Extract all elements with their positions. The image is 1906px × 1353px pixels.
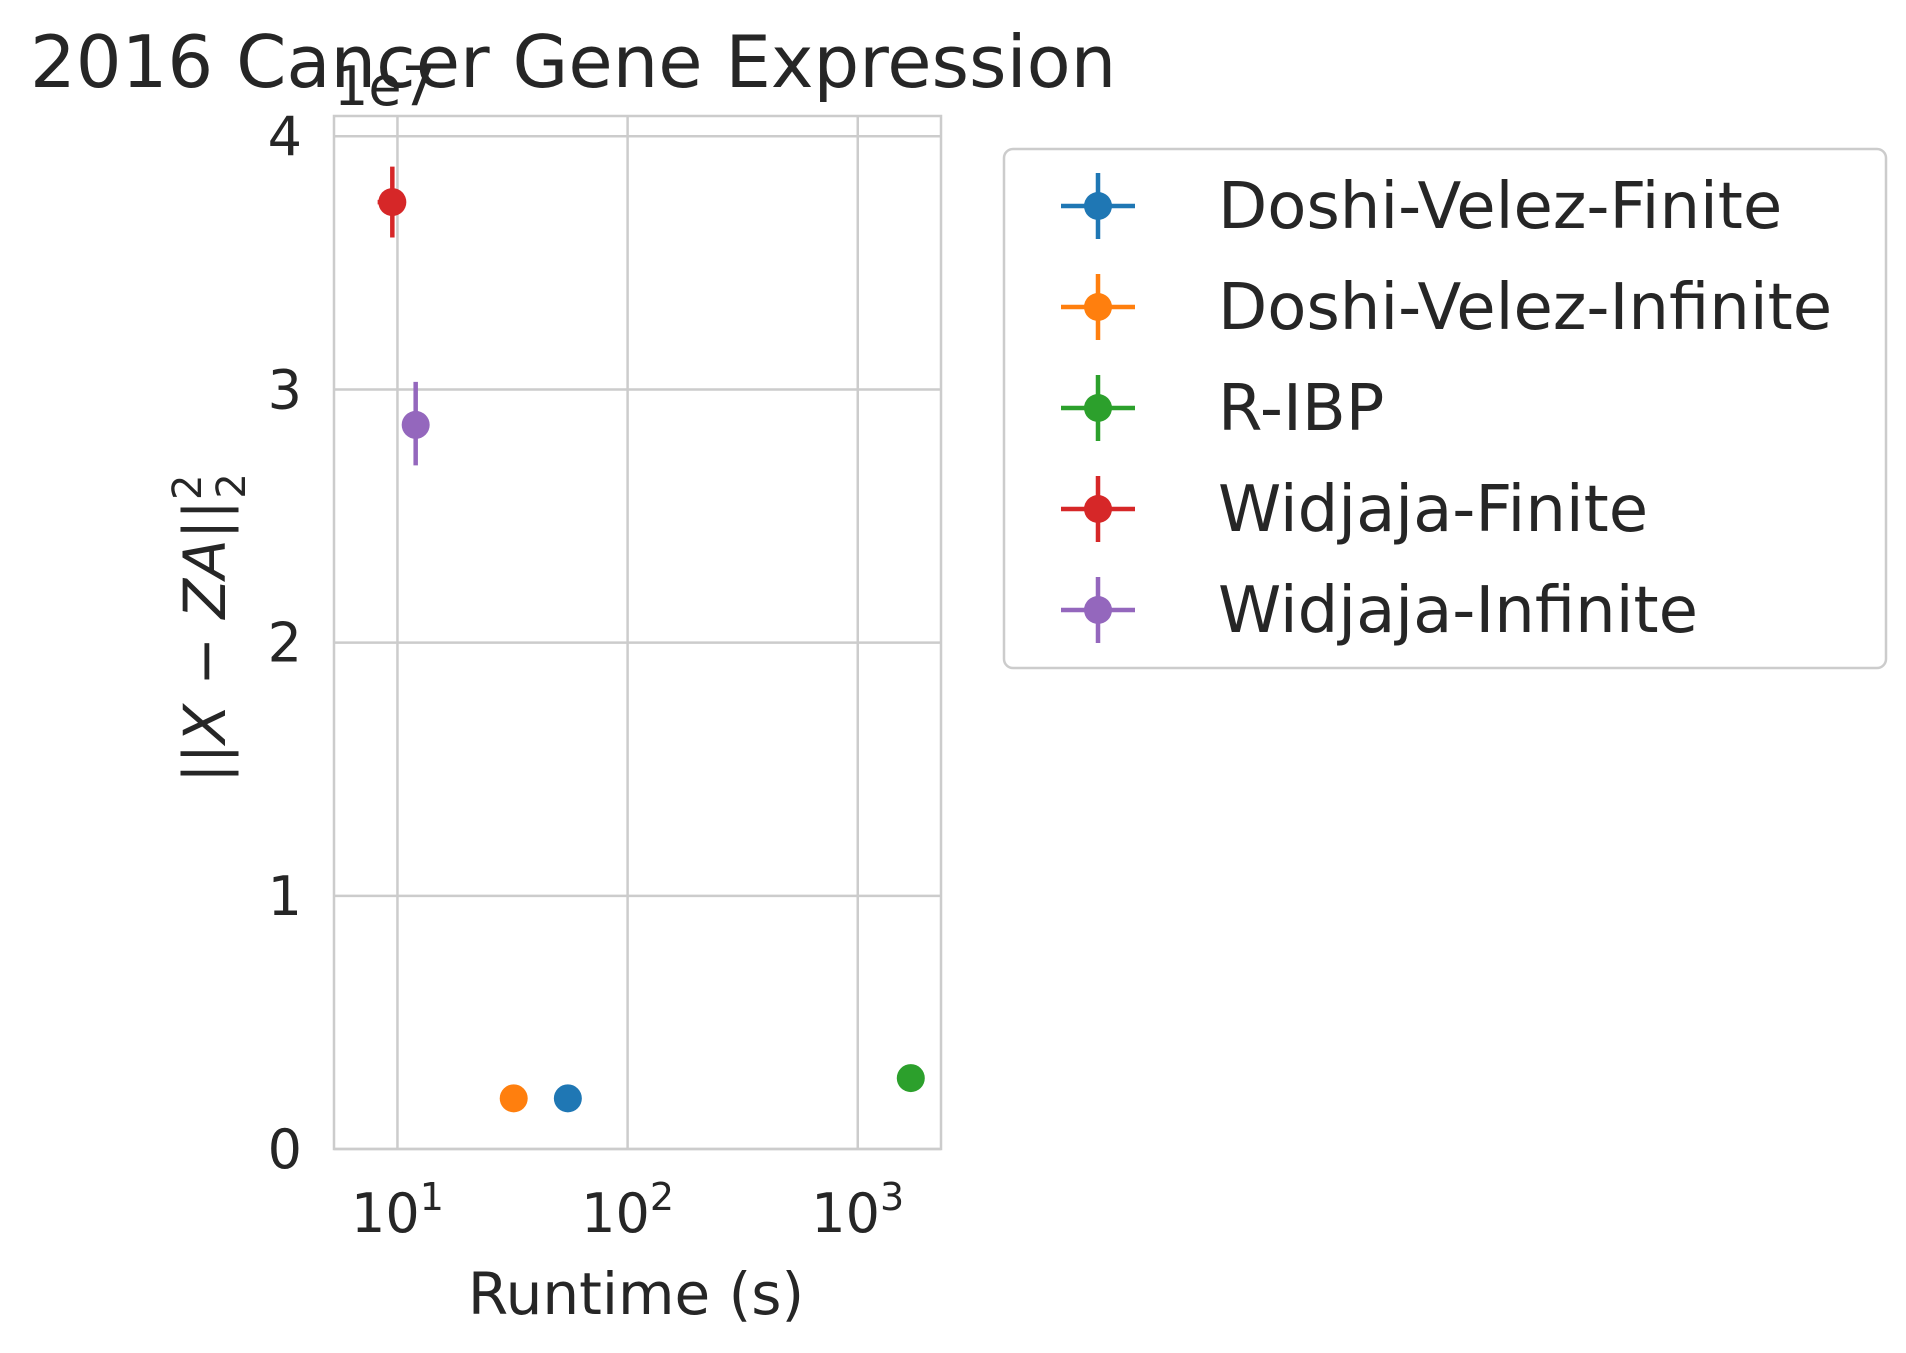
legend-label: Doshi-Velez-Finite [1218,170,1782,244]
y-tick-label: 2 [268,612,302,675]
plot-frame [332,114,943,1151]
legend-label: Widjaja-Finite [1218,473,1648,547]
data-marker [378,188,407,217]
data-marker [553,1084,582,1113]
series-point [499,1084,528,1113]
y-tick-label: 4 [268,105,302,168]
x-tick-label: 103 [811,1175,904,1245]
tick-layer: 101 102 103 0 1 2 3 4 [268,105,905,1245]
legend-marker [1084,394,1112,422]
y-tick-label: 1 [268,865,302,928]
x-axis-title: Runtime (s) [468,1260,804,1328]
x-tick-label: 102 [581,1175,674,1245]
legend-marker [1084,293,1112,321]
series-point [896,1064,925,1093]
legend-label: Widjaja-Infinite [1218,574,1698,648]
y-axis-title: ||X − ZA||22 [165,473,255,783]
chart-title: 2016 Cancer Gene Expression [30,20,1116,104]
data-marker [896,1064,925,1093]
legend-label: Doshi-Velez-Infinite [1218,271,1832,345]
data-marker [401,410,430,439]
legend-marker [1084,192,1112,220]
y-tick-label: 0 [268,1118,302,1181]
legend-marker [1084,596,1112,624]
legend-item: Widjaja-Finite [1061,473,1648,547]
data-marker [499,1084,528,1113]
legend-item: Doshi-Velez-Infinite [1061,271,1832,345]
series-point [377,166,407,238]
legend-items: Doshi-Velez-Finite Doshi-Velez-Infinite R-… [1061,170,1832,648]
y-tick-label: 3 [268,358,302,421]
legend-label: R-IBP [1218,372,1384,446]
series-point [553,1084,582,1113]
legend-item: Doshi-Velez-Finite [1061,170,1782,244]
x-tick-label: 101 [351,1175,444,1245]
legend-marker [1084,495,1112,523]
legend: Doshi-Velez-Finite Doshi-Velez-Infinite R-… [1002,147,1888,670]
y-offset-label: 1e7 [334,55,436,118]
legend-frame [1002,147,1888,670]
series-layer [377,166,925,1113]
legend-item: Widjaja-Infinite [1061,574,1698,648]
legend-item: R-IBP [1061,372,1384,446]
series-point [401,381,430,466]
